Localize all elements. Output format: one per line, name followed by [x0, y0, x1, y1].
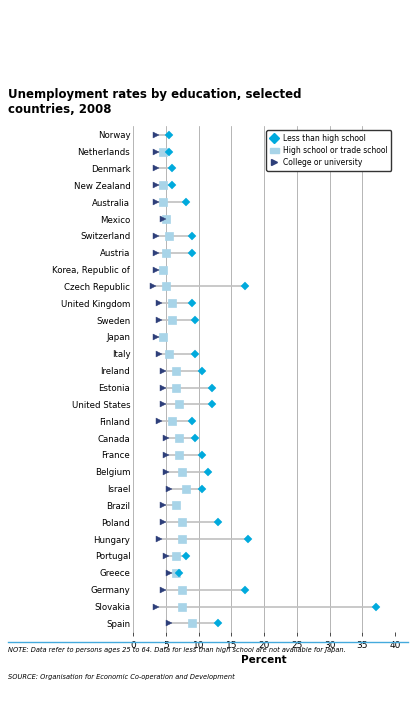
Text: Unemployment rates by education, selected
countries, 2008: Unemployment rates by education, selecte…	[8, 88, 302, 116]
Text: SOURCE: Organisation for Economic Co-operation and Development: SOURCE: Organisation for Economic Co-ope…	[8, 674, 235, 680]
Text: NOTE: Data refer to persons ages 25 to 64. Data for less than high school are no: NOTE: Data refer to persons ages 25 to 6…	[8, 647, 346, 654]
X-axis label: Percent: Percent	[241, 656, 287, 665]
Legend: Less than high school, High school or trade school, College or university: Less than high school, High school or tr…	[266, 130, 391, 171]
